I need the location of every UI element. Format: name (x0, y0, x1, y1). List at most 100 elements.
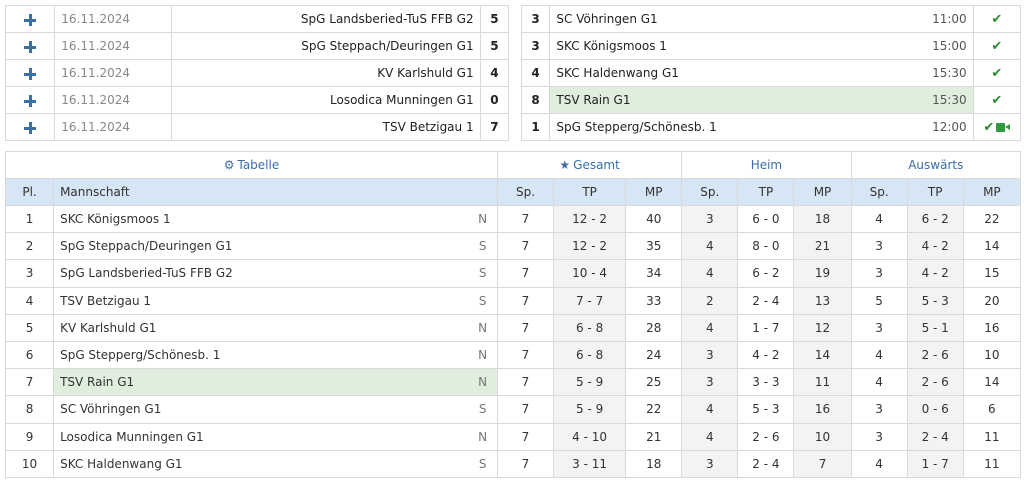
gesamt-sp: 7 (496, 204, 555, 234)
heim-mp: 11 (793, 368, 852, 397)
team-name[interactable]: SpG Stepperg/Schönesb. 1 (53, 340, 469, 370)
standings-column-header: Pl. Mannschaft Sp. TP MP Sp. TP MP Sp. T… (4, 178, 1022, 206)
auswaerts-mp: 11 (962, 449, 1022, 478)
match-row[interactable]: 16.11.2024 KV Karlshuld G1 4 4 SKC Haldenwan… (4, 59, 1022, 87)
rank-cell: 2 (4, 232, 55, 261)
tab-heim[interactable]: Heim (681, 151, 852, 179)
gear-icon: ⚙ (223, 158, 235, 172)
auswaerts-sp: 3 (850, 395, 908, 424)
standings-row[interactable]: 1 SKC Königsmoos 1 N 7 12 - 2 40 3 6 - 0 18 4 6 - … (4, 204, 1022, 234)
expand-cell[interactable] (4, 32, 56, 60)
heim-tp: 4 - 2 (737, 340, 795, 370)
expand-cell[interactable] (4, 59, 56, 87)
auswaerts-sp: 4 (850, 340, 908, 370)
gesamt-sp: 7 (496, 449, 555, 478)
standings-row[interactable]: 9 Losodica Munningen G1 N 7 4 - 10 21 4 2 - 6 10… (4, 422, 1022, 451)
match-date: 16.11.2024 (54, 86, 173, 114)
gesamt-mp: 24 (625, 340, 683, 370)
standings-group-header: ⚙ Tabelle ★ Gesamt Heim Auswärts (5, 151, 1022, 179)
team-name[interactable]: SKC Haldenwang G1 (53, 449, 469, 478)
col-heim-sp: Sp. (681, 178, 739, 206)
match-time: 15:30 (749, 59, 974, 87)
heim-tp: 8 - 0 (737, 232, 795, 261)
match-home-team: TSV Betzigau 1 (171, 113, 481, 141)
plus-icon[interactable] (24, 121, 37, 134)
heim-tp: 2 - 6 (737, 422, 795, 451)
auswaerts-mp: 15 (962, 259, 1022, 288)
plus-icon[interactable] (24, 13, 37, 26)
auswaerts-mp: 11 (962, 422, 1022, 451)
gesamt-sp: 7 (496, 368, 555, 397)
auswaerts-tp: 4 - 2 (906, 259, 964, 288)
heim-sp: 2 (681, 286, 739, 315)
gesamt-tp: 6 - 8 (553, 340, 627, 370)
match-date: 16.11.2024 (54, 32, 173, 60)
match-row[interactable]: 16.11.2024 TSV Betzigau 1 7 1 SpG Stepperg/S… (4, 113, 1022, 141)
gesamt-tp: 7 - 7 (553, 286, 627, 315)
heim-mp: 18 (793, 204, 852, 234)
team-name[interactable]: TSV Betzigau 1 (53, 286, 469, 315)
auswaerts-sp: 3 (850, 259, 908, 288)
standings-row[interactable]: 7 TSV Rain G1 N 7 5 - 9 25 3 3 - 3 11 4 2 - 6 14 (4, 368, 1022, 397)
team-name[interactable]: TSV Rain G1 (53, 368, 469, 397)
standings-row[interactable]: 3 SpG Landsberied-TuS FFB G2 S 7 10 - 4 34 4 6 … (4, 259, 1022, 288)
match-home-score: 0 (479, 86, 510, 114)
plus-icon[interactable] (24, 94, 37, 107)
team-name[interactable]: SpG Steppach/Deuringen G1 (53, 232, 469, 261)
gesamt-sp: 7 (496, 232, 555, 261)
auswaerts-tp: 1 - 7 (906, 449, 964, 478)
expand-cell[interactable] (4, 86, 56, 114)
tab-tabelle[interactable]: ⚙ Tabelle (5, 151, 498, 179)
rank-cell: 3 (4, 259, 55, 288)
standings-table: ⚙ Tabelle ★ Gesamt Heim Auswärts Pl. Manns… (4, 151, 1022, 478)
rank-cell: 6 (4, 340, 55, 370)
col-heim-tp: TP (737, 178, 795, 206)
col-team: Mannschaft (53, 178, 498, 206)
auswaerts-tp: 5 - 1 (906, 313, 964, 342)
match-date: 16.11.2024 (54, 5, 173, 33)
gesamt-mp: 33 (625, 286, 683, 315)
plus-icon[interactable] (24, 40, 37, 53)
rank-cell: 8 (4, 395, 55, 424)
tab-auswaerts-label: Auswärts (908, 158, 964, 172)
group-letter: N (468, 204, 498, 234)
heim-tp: 2 - 4 (737, 286, 795, 315)
score-divider (508, 59, 522, 87)
score-divider (508, 86, 522, 114)
video-icon[interactable] (996, 122, 1011, 132)
match-home-score: 7 (479, 113, 510, 141)
team-name[interactable]: SC Vöhringen G1 (53, 395, 469, 424)
team-name[interactable]: KV Karlshuld G1 (53, 313, 469, 342)
team-name[interactable]: SKC Königsmoos 1 (53, 204, 469, 234)
heim-mp: 19 (793, 259, 852, 288)
expand-cell[interactable] (4, 113, 56, 141)
heim-sp: 3 (681, 340, 739, 370)
match-row[interactable]: 16.11.2024 SpG Steppach/Deuringen G1 5 3 SKC… (4, 32, 1022, 60)
heim-mp: 12 (793, 313, 852, 342)
match-row[interactable]: 16.11.2024 Losodica Munningen G1 0 8 TSV Rai… (4, 86, 1022, 114)
standings-row[interactable]: 2 SpG Steppach/Deuringen G1 S 7 12 - 2 35 4 8 -… (4, 232, 1022, 261)
gesamt-tp: 5 - 9 (553, 395, 627, 424)
col-auswaerts-sp: Sp. (850, 178, 908, 206)
tab-auswaerts[interactable]: Auswärts (850, 151, 1022, 179)
team-name[interactable]: SpG Landsberied-TuS FFB G2 (53, 259, 469, 288)
rank-cell: 4 (4, 286, 55, 315)
gesamt-tp: 5 - 9 (553, 368, 627, 397)
plus-icon[interactable] (24, 67, 37, 80)
group-letter: N (468, 340, 498, 370)
heim-mp: 10 (793, 422, 852, 451)
gesamt-tp: 6 - 8 (553, 313, 627, 342)
gesamt-sp: 7 (496, 286, 555, 315)
match-time: 15:30 (749, 86, 974, 114)
match-row[interactable]: 16.11.2024 SpG Landsberied-TuS FFB G2 5 3 SC… (4, 5, 1022, 33)
expand-cell[interactable] (4, 5, 56, 33)
heim-mp: 21 (793, 232, 852, 261)
team-name[interactable]: Losodica Munningen G1 (53, 422, 469, 451)
auswaerts-tp: 2 - 6 (906, 340, 964, 370)
tab-gesamt[interactable]: ★ Gesamt (496, 151, 683, 179)
